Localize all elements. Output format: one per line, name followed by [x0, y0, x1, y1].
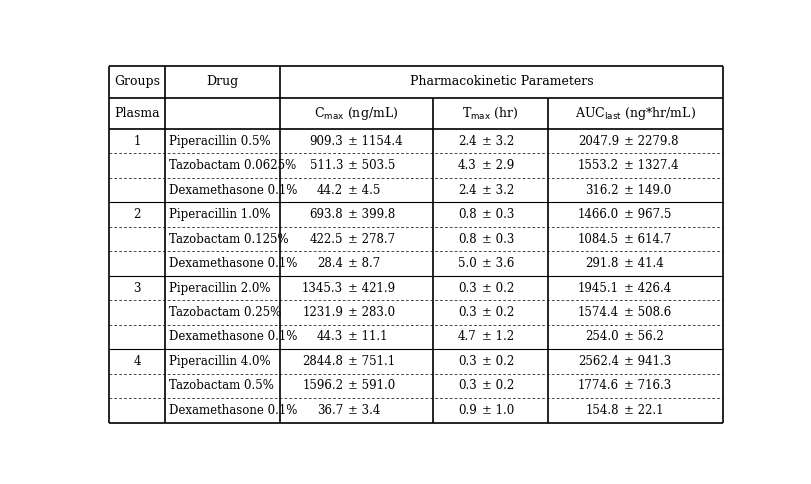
Text: ± 1327.4: ± 1327.4: [624, 159, 678, 172]
Text: 0.8: 0.8: [457, 208, 476, 221]
Text: 2: 2: [133, 208, 140, 221]
Text: ± 426.4: ± 426.4: [624, 282, 671, 294]
Text: Piperacillin 2.0%: Piperacillin 2.0%: [169, 282, 270, 294]
Text: 36.7: 36.7: [316, 404, 343, 417]
Text: Dexamethasone 0.1%: Dexamethasone 0.1%: [169, 257, 297, 270]
Text: ± 0.2: ± 0.2: [481, 355, 513, 368]
Text: 0.8: 0.8: [457, 233, 476, 245]
Text: ± 508.6: ± 508.6: [624, 306, 671, 319]
Text: ± 0.2: ± 0.2: [481, 379, 513, 393]
Text: 0.3: 0.3: [457, 306, 476, 319]
Text: 3: 3: [133, 282, 140, 294]
Text: Tazobactam 0.25%: Tazobactam 0.25%: [169, 306, 281, 319]
Text: 5.0: 5.0: [457, 257, 476, 270]
Text: 0.9: 0.9: [457, 404, 476, 417]
Text: Tazobactam 0.125%: Tazobactam 0.125%: [169, 233, 288, 245]
Text: 2562.4: 2562.4: [577, 355, 618, 368]
Text: 511.3: 511.3: [309, 159, 343, 172]
Text: Dexamethasone 0.1%: Dexamethasone 0.1%: [169, 331, 297, 344]
Text: 422.5: 422.5: [309, 233, 343, 245]
Text: ± 591.0: ± 591.0: [348, 379, 395, 393]
Text: 1466.0: 1466.0: [577, 208, 618, 221]
Text: 1084.5: 1084.5: [577, 233, 618, 245]
Text: ± 614.7: ± 614.7: [624, 233, 671, 245]
Text: ± 1.0: ± 1.0: [481, 404, 513, 417]
Text: 1231.9: 1231.9: [302, 306, 343, 319]
Text: 1574.4: 1574.4: [577, 306, 618, 319]
Text: Piperacillin 4.0%: Piperacillin 4.0%: [169, 355, 270, 368]
Text: 291.8: 291.8: [585, 257, 618, 270]
Text: 0.3: 0.3: [457, 379, 476, 393]
Text: 1345.3: 1345.3: [302, 282, 343, 294]
Text: Tazobactam 0.0625%: Tazobactam 0.0625%: [169, 159, 296, 172]
Text: ± 0.3: ± 0.3: [481, 208, 513, 221]
Text: 2.4: 2.4: [457, 183, 476, 197]
Text: ± 2279.8: ± 2279.8: [624, 135, 678, 148]
Text: AUC$_{\mathrm{last}}$ (ng*hr/mL): AUC$_{\mathrm{last}}$ (ng*hr/mL): [574, 105, 695, 122]
Text: ± 3.4: ± 3.4: [348, 404, 380, 417]
Text: ± 11.1: ± 11.1: [348, 331, 387, 344]
Text: ± 3.2: ± 3.2: [481, 183, 513, 197]
Text: Tazobactam 0.5%: Tazobactam 0.5%: [169, 379, 273, 393]
Text: 2.4: 2.4: [457, 135, 476, 148]
Text: 44.3: 44.3: [316, 331, 343, 344]
Text: ± 4.5: ± 4.5: [348, 183, 380, 197]
Text: 4: 4: [133, 355, 140, 368]
Text: 909.3: 909.3: [309, 135, 343, 148]
Text: ± 283.0: ± 283.0: [348, 306, 395, 319]
Text: Pharmacokinetic Parameters: Pharmacokinetic Parameters: [409, 76, 593, 89]
Text: Dexamethasone 0.1%: Dexamethasone 0.1%: [169, 183, 297, 197]
Text: 1553.2: 1553.2: [577, 159, 618, 172]
Text: Dexamethasone 0.1%: Dexamethasone 0.1%: [169, 404, 297, 417]
Text: ± 716.3: ± 716.3: [624, 379, 671, 393]
Text: ± 41.4: ± 41.4: [624, 257, 663, 270]
Text: Drug: Drug: [206, 76, 238, 89]
Text: Piperacillin 1.0%: Piperacillin 1.0%: [169, 208, 270, 221]
Text: T$_{\mathrm{max}}$ (hr): T$_{\mathrm{max}}$ (hr): [461, 106, 518, 121]
Text: 4.7: 4.7: [457, 331, 476, 344]
Text: 4.3: 4.3: [457, 159, 476, 172]
Text: 2844.8: 2844.8: [302, 355, 343, 368]
Text: 1774.6: 1774.6: [577, 379, 618, 393]
Text: ± 149.0: ± 149.0: [624, 183, 671, 197]
Text: 28.4: 28.4: [317, 257, 343, 270]
Text: 154.8: 154.8: [585, 404, 618, 417]
Text: ± 1154.4: ± 1154.4: [348, 135, 402, 148]
Text: ± 56.2: ± 56.2: [624, 331, 663, 344]
Text: Piperacillin 0.5%: Piperacillin 0.5%: [169, 135, 270, 148]
Text: ± 3.2: ± 3.2: [481, 135, 513, 148]
Text: ± 941.3: ± 941.3: [624, 355, 671, 368]
Text: 316.2: 316.2: [585, 183, 618, 197]
Text: ± 22.1: ± 22.1: [624, 404, 663, 417]
Text: ± 503.5: ± 503.5: [348, 159, 395, 172]
Text: ± 0.2: ± 0.2: [481, 306, 513, 319]
Text: 44.2: 44.2: [316, 183, 343, 197]
Text: ± 8.7: ± 8.7: [348, 257, 380, 270]
Text: ± 421.9: ± 421.9: [348, 282, 395, 294]
Text: Groups: Groups: [114, 76, 160, 89]
Text: 1596.2: 1596.2: [302, 379, 343, 393]
Text: ± 3.6: ± 3.6: [481, 257, 513, 270]
Text: 0.3: 0.3: [457, 355, 476, 368]
Text: ± 278.7: ± 278.7: [348, 233, 395, 245]
Text: ± 399.8: ± 399.8: [348, 208, 395, 221]
Text: Plasma: Plasma: [114, 107, 160, 120]
Text: ± 0.2: ± 0.2: [481, 282, 513, 294]
Text: ± 967.5: ± 967.5: [624, 208, 671, 221]
Text: 254.0: 254.0: [585, 331, 618, 344]
Text: 2047.9: 2047.9: [577, 135, 618, 148]
Text: 0.3: 0.3: [457, 282, 476, 294]
Text: 1945.1: 1945.1: [577, 282, 618, 294]
Text: 1: 1: [133, 135, 140, 148]
Text: ± 2.9: ± 2.9: [481, 159, 513, 172]
Text: ± 1.2: ± 1.2: [481, 331, 513, 344]
Text: 693.8: 693.8: [309, 208, 343, 221]
Text: ± 751.1: ± 751.1: [348, 355, 395, 368]
Text: C$_{\mathrm{max}}$ (ng/mL): C$_{\mathrm{max}}$ (ng/mL): [314, 105, 398, 122]
Text: ± 0.3: ± 0.3: [481, 233, 513, 245]
